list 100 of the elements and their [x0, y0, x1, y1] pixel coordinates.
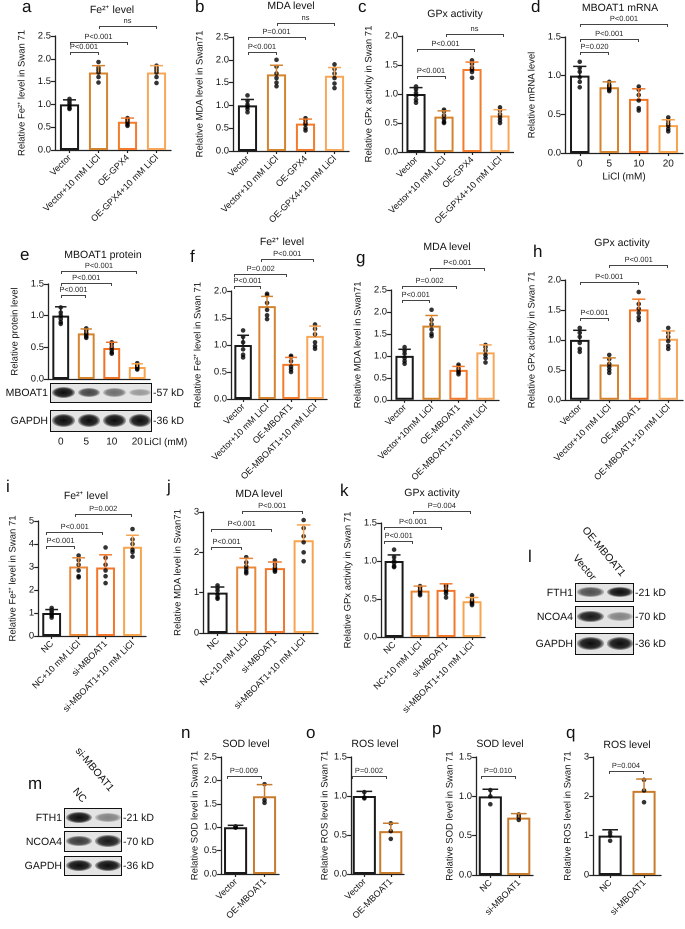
y-tick-label: 0.5 — [384, 118, 398, 128]
text: -36 kD — [153, 415, 184, 427]
y-tick-label: 2.0 — [374, 306, 388, 318]
text: k — [340, 481, 348, 500]
y-axis-title: Relative GPx activity in Swan 71 — [526, 272, 538, 408]
x-tick-label: 20 — [662, 158, 674, 170]
y-tick-label: 2.0 — [384, 30, 398, 42]
y-tick-label: 1.0 — [38, 98, 51, 110]
y-tick-label: 0.5 — [548, 108, 561, 120]
text: h — [533, 242, 542, 261]
y-tick-label: 0.5 — [216, 122, 229, 134]
y-tick-label: 1.0 — [216, 100, 229, 111]
y-tick-label: 0.5 — [334, 830, 348, 840]
chart-title: Fe²⁺ level — [90, 4, 134, 16]
y-tick-label: 0.0 — [374, 394, 388, 406]
y-axis-title: Relative GPx activity in Swan 71 — [363, 26, 374, 162]
y-axis-title: Relative mRNA level — [526, 52, 538, 138]
x-tick-label: NC — [597, 877, 614, 894]
x-tick-label: NC — [204, 635, 222, 652]
x-axis-title: LiCl (mM) — [602, 172, 646, 182]
x-tick-label: 10 — [633, 158, 645, 170]
y-tick-label: 2.0 — [204, 774, 218, 786]
y-axis-title: Relative MDA level in Swan71 — [194, 30, 206, 158]
y-tick-label: 1 — [28, 608, 34, 618]
text: GAPDH — [10, 415, 48, 427]
chart-title: GPx activity — [427, 8, 483, 20]
y-tick-label: 0.5 — [38, 122, 51, 133]
y-tick-label: 0.0 — [334, 868, 348, 880]
y-tick-label: 0.0 — [548, 148, 561, 158]
text: -70 kD — [635, 611, 666, 623]
x-axis-title: LiCl (mM) — [144, 437, 188, 448]
y-tick-label: 0.0 — [458, 870, 472, 880]
text: o — [306, 723, 316, 742]
x-tick-label: NC — [381, 639, 398, 656]
y-tick-label: 1.5 — [458, 752, 472, 762]
x-tick-label: 0 — [58, 436, 64, 448]
y-tick-label: 0.5 — [214, 366, 228, 378]
chart-title: Fe²⁺ level — [260, 236, 304, 248]
y-tick-label: 0.5 — [374, 372, 388, 384]
y-axis-title: Relative GPx activity in Swan 71 — [342, 512, 354, 648]
text: FTH1 — [546, 586, 573, 598]
text: n — [181, 723, 190, 742]
y-tick-label: 2.0 — [214, 286, 228, 296]
y-tick-label: 0 — [194, 628, 200, 638]
y-tick-label: 0.0 — [364, 632, 378, 642]
text: GAPDH — [24, 860, 62, 872]
y-axis-title: Relative SOD level in Swan 71 — [190, 750, 200, 880]
text: a — [22, 0, 32, 16]
text: NCOA4 — [536, 611, 573, 623]
y-tick-label: 1.5 — [334, 752, 348, 762]
text: -36 kD — [635, 638, 666, 650]
chart-title: GPx activity — [404, 487, 460, 499]
chart-title: ROS level — [603, 739, 651, 751]
chart-title: MBOAT1 protein — [64, 249, 142, 261]
y-tick-label: 1.5 — [30, 278, 44, 290]
y-tick-label: 0.5 — [204, 845, 218, 856]
chart-title: SOD level — [222, 738, 270, 750]
y-tick-label: 0.0 — [30, 374, 44, 384]
y-axis-title: Relative SOD level in Swan 71 — [444, 751, 456, 881]
y-tick-label: 1 — [194, 587, 200, 598]
y-tick-label: 1.0 — [548, 334, 561, 346]
x-tick-label: 10 — [106, 436, 118, 448]
text: m — [28, 774, 42, 793]
y-tick-label: 1.5 — [548, 304, 561, 316]
y-tick-label: 2.0 — [548, 274, 561, 286]
text: g — [356, 248, 366, 267]
y-tick-label: 1.0 — [30, 310, 44, 322]
y-tick-label: 0.0 — [384, 146, 398, 158]
y-tick-label: 1.0 — [458, 790, 472, 802]
chart-title: Fe²⁺ level — [64, 490, 108, 502]
y-axis-title: Relative MDA level in Swan71 — [352, 282, 364, 408]
y-tick-label: 1.0 — [548, 70, 561, 82]
x-tick-label: 20 — [132, 436, 144, 448]
text: -70 kD — [123, 836, 154, 848]
y-tick-label: 0.0 — [204, 868, 218, 880]
x-tick-label: 5 — [606, 158, 612, 170]
text: NCOA4 — [26, 836, 62, 848]
y-tick-label: 0.0 — [216, 146, 229, 156]
text: GAPDH — [536, 638, 573, 650]
y-axis-title: Relative Fe²⁺ level in Swan 71 — [16, 30, 28, 156]
y-tick-label: 1.5 — [364, 518, 378, 528]
y-tick-label: 2.5 — [216, 32, 229, 42]
text: l — [528, 547, 532, 566]
x-tick-label: NC — [38, 638, 56, 655]
y-tick-label: 0.5 — [364, 594, 378, 604]
y-tick-label: 1.5 — [384, 60, 398, 70]
y-tick-label: 2 — [28, 584, 34, 596]
y-axis-title: Relative MDA level in Swan71 — [172, 509, 184, 636]
chart-title: GPx activity — [594, 237, 650, 249]
y-axis-title: Relative ROS level in Swan 71 — [320, 750, 330, 880]
text: FTH1 — [36, 812, 62, 824]
text: b — [195, 0, 204, 16]
y-axis-title: Relative Fe²⁺ level in Swan 71 — [8, 515, 18, 642]
y-tick-label: 1.5 — [548, 32, 561, 42]
y-tick-label: 2 — [584, 790, 590, 802]
chart-title: ROS level — [351, 738, 399, 750]
y-tick-label: 3 — [584, 752, 590, 762]
y-tick-label: 1 — [584, 830, 590, 842]
text: -21 kD — [635, 586, 666, 598]
y-tick-label: 1.0 — [204, 822, 218, 833]
